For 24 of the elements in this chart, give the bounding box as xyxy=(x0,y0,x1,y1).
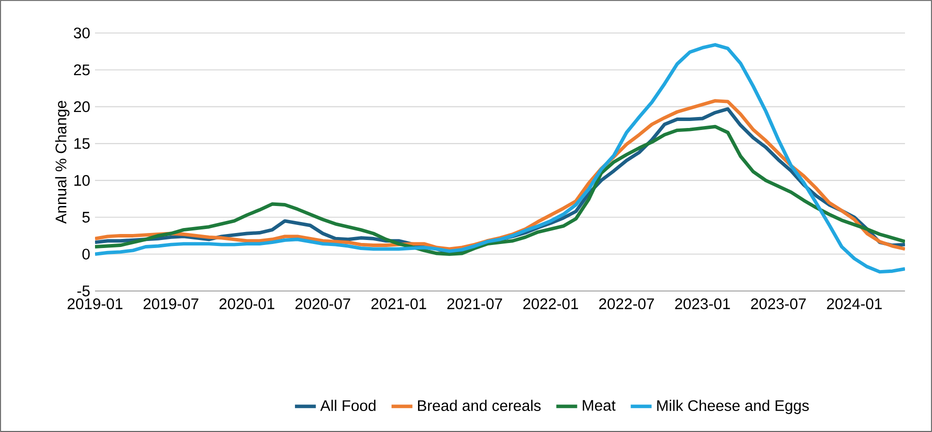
x-tick-label: 2020-07 xyxy=(295,298,350,310)
x-tick-label: 2024-01 xyxy=(827,298,882,310)
y-tick-label: 15 xyxy=(74,138,90,149)
x-tick-label: 2021-01 xyxy=(371,298,426,310)
x-tick-label: 2022-01 xyxy=(523,298,578,310)
y-tick-label: 10 xyxy=(74,174,90,186)
y-tick-label: 5 xyxy=(82,212,90,223)
legend-label: All Food xyxy=(320,400,376,412)
x-tick-label: 2020-01 xyxy=(220,298,274,310)
y-tick-label: 30 xyxy=(74,28,90,38)
x-tick-label: 2019-07 xyxy=(144,298,198,310)
x-tick-label: 2019-01 xyxy=(68,298,122,310)
x-tick-label: 2023-07 xyxy=(751,298,806,310)
legend-label: Meat xyxy=(582,400,616,411)
y-tick-label: -5 xyxy=(77,286,90,296)
y-axis-title: Annual % Change xyxy=(55,100,70,224)
x-tick-label: 2022-07 xyxy=(599,298,654,310)
y-tick-label: 20 xyxy=(74,101,90,112)
y-tick-label: 0 xyxy=(82,248,90,260)
y-tick-label: 25 xyxy=(74,64,90,76)
x-tick-label: 2021-07 xyxy=(447,298,502,310)
x-tick-label: 2023-01 xyxy=(675,298,730,310)
legend-label: Bread and cereals xyxy=(418,400,541,412)
legend-label: Milk Cheese and Eggs xyxy=(657,400,809,414)
